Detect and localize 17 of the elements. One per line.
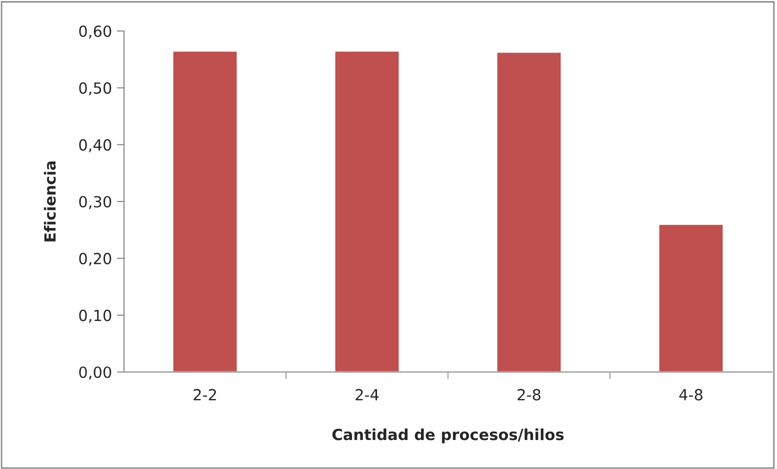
y-axis-title: Eficiencia (44, 161, 56, 242)
y-tick-label: 0,20 (79, 252, 112, 266)
y-tick-label: 0,10 (79, 310, 112, 323)
y-tick-label: 0,00 (79, 366, 112, 380)
y-tick-label: 0,50 (79, 82, 112, 96)
x-tick-label: 2-4 (356, 388, 379, 400)
bar (334, 50, 400, 372)
y-tick-label: 0,40 (79, 139, 112, 152)
x-tick-label: 2-2 (194, 388, 216, 400)
x-tick-label: 4-8 (679, 388, 702, 400)
bar (658, 224, 724, 372)
x-axis-title: Cantidad de procesos/hilos (332, 428, 564, 444)
y-tick-label: 0,30 (79, 196, 112, 210)
x-tick-label: 2-8 (518, 388, 540, 400)
bar (172, 50, 238, 372)
y-tick-label: 0,60 (79, 25, 112, 39)
bar (496, 51, 562, 372)
